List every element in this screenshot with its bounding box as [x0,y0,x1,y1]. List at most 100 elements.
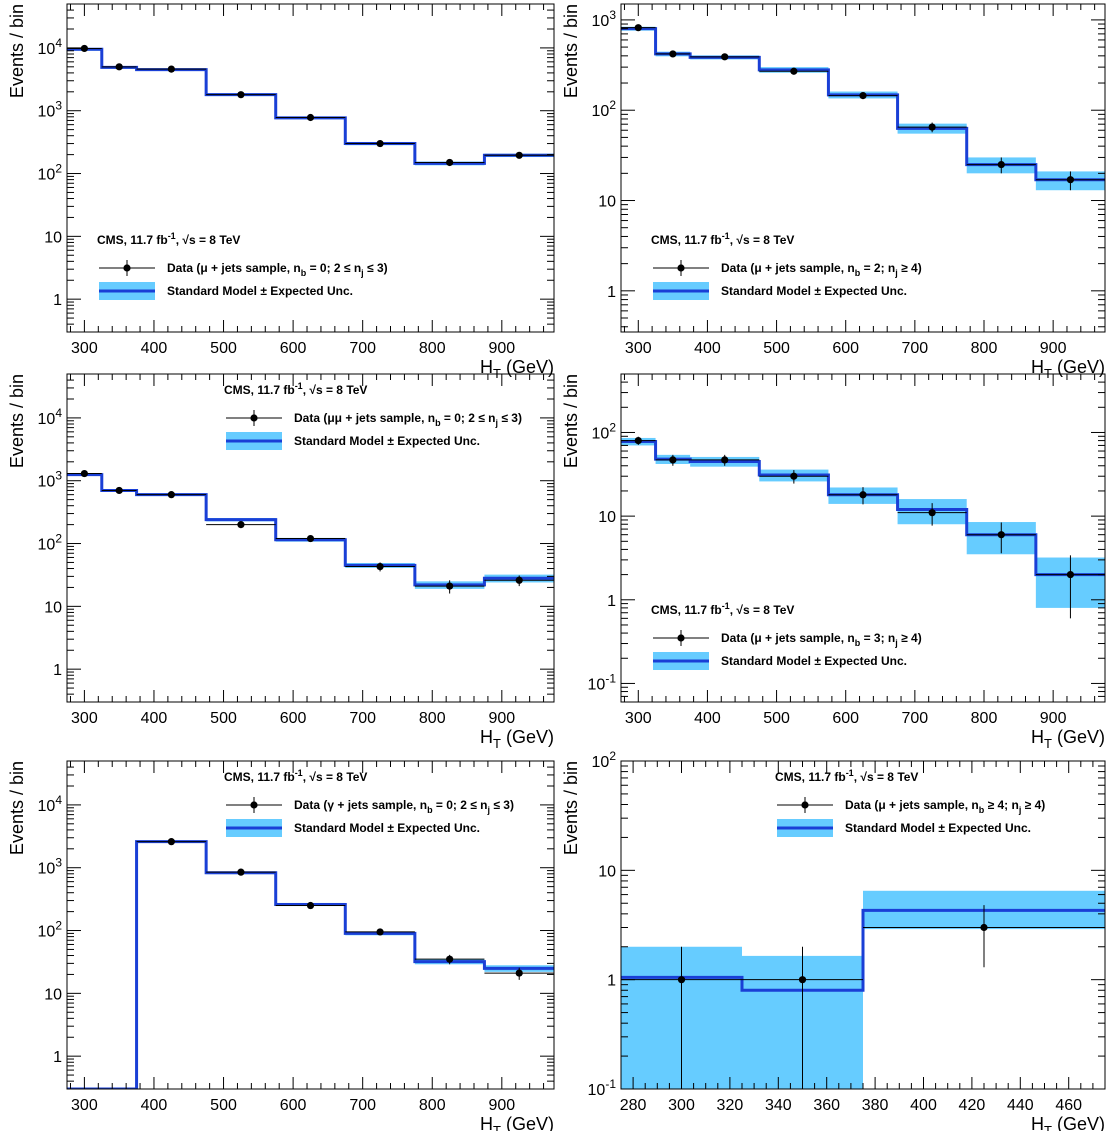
data-point [237,91,245,99]
legend-data-marker [677,634,685,642]
data-point [997,160,1005,169]
data-point [997,531,1005,539]
panel-middle-left: 300 400 500 600 700 800 900 1 10 102 103 104 HT (GeV… [7,373,555,751]
legend: CMS, 11.7 fb-1, √s = 8 TeV Data (μμ + jet… [224,381,522,450]
y-tick-label: 10 [598,194,616,211]
data-point [859,491,867,499]
data-point [634,24,642,32]
data-point [80,469,88,478]
legend-model-label: Standard Model ± Expected Unc. [845,821,1031,835]
plot-area [67,469,554,594]
legend: CMS, 11.7 fb-1, √s = 8 TeV Data (μ + jets… [97,231,388,300]
y-tick-label: 103 [592,8,617,30]
data-point [446,582,454,590]
x-tick-label: 800 [971,710,998,727]
y-tick-label: 1 [53,662,62,679]
data-point [928,509,936,517]
data-point [167,491,175,499]
x-tick-label: 300 [625,340,652,357]
x-tick-label: 500 [210,1097,237,1114]
y-tick-label: 1 [53,292,62,309]
x-tick-label: 800 [419,1097,446,1114]
y-tick-label: 102 [592,420,617,442]
x-tick-label: 700 [349,340,376,357]
data-point [859,92,867,100]
y-tick-label: 102 [38,532,63,554]
plot-area [621,436,1105,619]
model-line [67,47,554,165]
y-tick-label: 10 [44,986,62,1003]
data-point [669,50,677,58]
data-point [980,923,988,932]
plot-frame [66,373,555,703]
data-point [1066,571,1075,579]
x-tick-label: 300 [71,710,98,727]
y-tick-label: 10 [598,509,616,526]
y-tick-label: 102 [38,919,63,941]
x-tick-label: 700 [902,340,929,357]
legend-cms-text: CMS, 11.7 fb-1, √s = 8 TeV [775,768,918,784]
plot-frame [66,3,555,333]
x-tick-label: 320 [717,1097,744,1114]
data-point [721,53,729,61]
y-tick-label: 10 [44,229,62,246]
x-axis-title: HT (GeV) [480,727,554,751]
legend-data-marker [677,264,685,272]
x-tick-label: 600 [280,710,307,727]
x-axis-title: HT (GeV) [480,1114,554,1131]
y-tick-label: 103 [38,469,63,491]
plot-area [621,890,1105,1089]
x-tick-label: 400 [910,1097,937,1114]
data-point [790,472,798,480]
legend-data-label: Data (μμ + jets sample, nb = 0; 2 ≤ nj ≤… [294,411,522,428]
x-tick-label: 460 [1055,1097,1082,1114]
y-axis-title: Events / bin [7,761,27,855]
y-tick-label: 103 [38,856,63,878]
x-tick-label: 500 [210,710,237,727]
data-point [790,67,798,75]
x-axis-title: HT (GeV) [480,357,554,381]
panel-top-right: 300 400 500 600 700 800 900 1 10 102 103 HT (GeV) Ev… [561,3,1106,381]
data-point [634,436,642,445]
plot-area [67,44,554,167]
legend-model-label: Standard Model ± Expected Unc. [294,434,480,448]
data-point [376,928,384,936]
y-tick-label: 104 [38,406,63,428]
y-tick-label: 1 [607,284,616,301]
x-tick-label: 800 [419,340,446,357]
legend-model-label: Standard Model ± Expected Unc. [721,284,907,298]
panel-top-left: 300 400 500 600 700 800 900 1 10 102 103 104 HT (GeV… [7,3,555,381]
x-tick-label: 600 [280,340,307,357]
x-tick-label: 360 [813,1097,840,1114]
y-tick-label: 102 [592,749,617,771]
plot-frame [620,373,1106,703]
x-tick-label: 800 [971,340,998,357]
x-tick-label: 500 [763,710,790,727]
data-point [80,44,88,53]
x-tick-label: 400 [141,710,168,727]
data-point [928,123,936,131]
legend-data-label: Data (γ + jets sample, nb = 0; 2 ≤ nj ≤ … [294,798,514,815]
x-tick-label: 800 [419,710,446,727]
legend: CMS, 11.7 fb-1, √s = 8 TeV Data (μ + jets… [651,601,922,670]
data-point [306,113,315,122]
legend-cms-text: CMS, 11.7 fb-1, √s = 8 TeV [651,601,794,617]
legend-data-label: Data (μ + jets sample, nb = 3; nj ≥ 4) [721,631,922,648]
y-axis-title: Events / bin [7,374,27,468]
legend-cms-text: CMS, 11.7 fb-1, √s = 8 TeV [97,231,240,247]
data-point [376,562,384,571]
x-tick-label: 700 [902,710,929,727]
data-point [167,65,175,73]
data-point [798,976,807,984]
y-tick-label: 10-1 [588,1077,617,1099]
data-point [306,901,315,910]
x-tick-label: 900 [1040,710,1067,727]
y-tick-label: 10 [598,863,616,880]
y-tick-label: 10 [44,599,62,616]
x-tick-label: 500 [763,340,790,357]
y-tick-label: 102 [592,98,617,120]
y-tick-label: 103 [38,99,63,121]
y-tick-label: 102 [38,162,63,184]
x-tick-label: 400 [694,340,721,357]
y-axis-title: Events / bin [7,4,27,98]
